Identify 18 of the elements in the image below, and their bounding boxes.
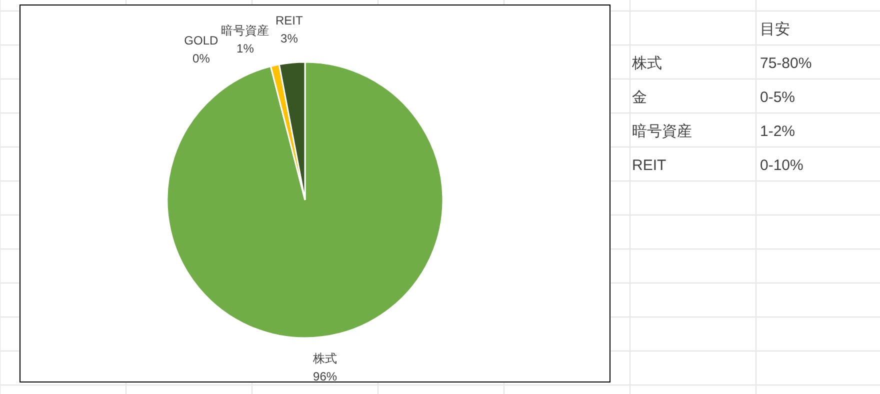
- text: 0-10%: [760, 157, 804, 174]
- text: REIT: [632, 157, 666, 174]
- slice-label: 株式: [312, 352, 338, 366]
- text: 1-2%: [760, 123, 796, 140]
- text: 0-5%: [760, 89, 796, 106]
- data-label: 1%: [236, 42, 254, 56]
- text: 75-80%: [760, 55, 812, 72]
- pie-slice: [166, 61, 444, 338]
- text: 暗号資産: [632, 123, 692, 140]
- category-label: GOLD: [184, 34, 218, 48]
- text: 0%: [192, 52, 210, 66]
- data-label: 3%: [280, 32, 298, 46]
- text: 株式: [631, 55, 662, 72]
- slice-label: 暗号資産: [221, 24, 270, 38]
- data-label: 96%: [313, 370, 338, 384]
- text: 金: [632, 89, 647, 106]
- slice-label: REIT: [276, 14, 304, 28]
- text: 目安: [760, 21, 790, 38]
